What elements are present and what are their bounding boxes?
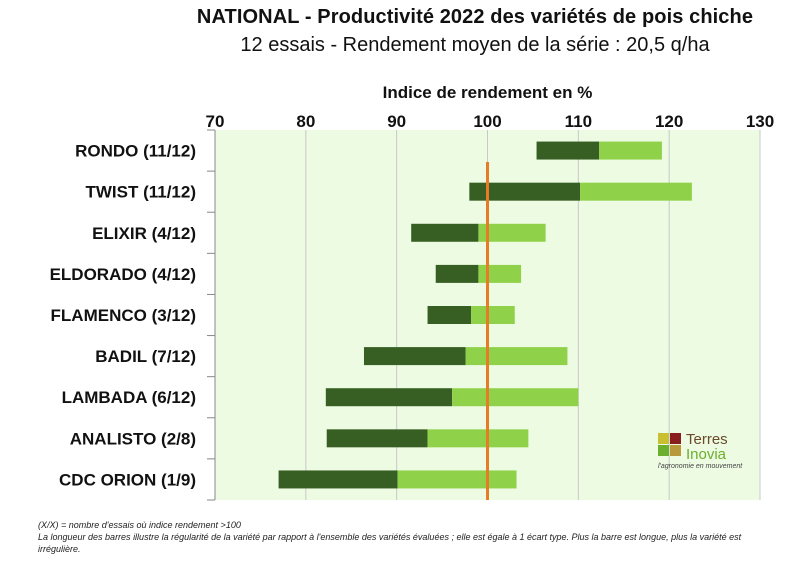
footnote-legend: (X/X) = nombre d'essais où indice rendem… bbox=[38, 520, 241, 530]
x-tick-label-130: 130 bbox=[746, 112, 774, 131]
x-tick-label-80: 80 bbox=[296, 112, 315, 131]
bar-upper-5 bbox=[465, 347, 568, 366]
bar-lower-2 bbox=[411, 223, 479, 242]
bar-lower-4 bbox=[427, 306, 472, 324]
category-label-1: TWIST (11/12) bbox=[85, 183, 196, 202]
bar-lower-3 bbox=[435, 264, 479, 283]
category-label-7: ANALISTO (2/8) bbox=[70, 429, 196, 448]
category-label-0: RONDO (11/12) bbox=[75, 142, 196, 161]
category-label-6: LAMBADA (6/12) bbox=[62, 388, 196, 407]
bar-lower-6 bbox=[325, 388, 453, 407]
bar-lower-1 bbox=[469, 182, 581, 201]
logo-tagline: l'agronomie en mouvement bbox=[658, 463, 743, 470]
bar-lower-0 bbox=[536, 141, 600, 160]
x-tick-label-110: 110 bbox=[565, 112, 592, 131]
x-axis-title: Indice de rendement en % bbox=[382, 83, 593, 102]
bar-lower-8 bbox=[278, 470, 398, 489]
bar-upper-0 bbox=[599, 141, 662, 160]
bar-upper-8 bbox=[397, 470, 517, 489]
bar-lower-7 bbox=[326, 429, 428, 448]
bar-lower-5 bbox=[363, 347, 466, 366]
chart-title: NATIONAL - Productivité 2022 des variété… bbox=[196, 6, 754, 28]
category-label-4: FLAMENCO (3/12) bbox=[51, 306, 196, 325]
category-label-3: ELDORADO (4/12) bbox=[50, 265, 196, 284]
category-label-5: BADIL (7/12) bbox=[95, 347, 196, 366]
logo-name-line1: Terres bbox=[686, 431, 728, 448]
category-label-2: ELIXIR (4/12) bbox=[92, 224, 196, 243]
bar-upper-1 bbox=[580, 182, 692, 201]
x-tick-label-90: 90 bbox=[387, 112, 406, 131]
bar-upper-2 bbox=[478, 223, 546, 242]
logo-squares-icon bbox=[658, 433, 682, 457]
bar-upper-4 bbox=[471, 306, 515, 324]
bar-upper-6 bbox=[452, 388, 579, 407]
logo-name-line2: Inovia bbox=[686, 446, 727, 463]
bar-upper-3 bbox=[478, 264, 522, 283]
terres-inovia-logo: Terres Inovia l'agronomie en mouvement bbox=[658, 431, 758, 473]
x-tick-label-100: 100 bbox=[473, 112, 501, 131]
x-tick-label-70: 70 bbox=[206, 112, 225, 131]
bar-upper-7 bbox=[427, 429, 529, 448]
footnote-explanation: La longueur des barres illustre la régul… bbox=[38, 532, 742, 554]
chart-subtitle: 12 essais - Rendement moyen de la série … bbox=[240, 34, 710, 56]
x-tick-label-120: 120 bbox=[655, 112, 683, 131]
category-label-8: CDC ORION (1/9) bbox=[59, 470, 196, 489]
